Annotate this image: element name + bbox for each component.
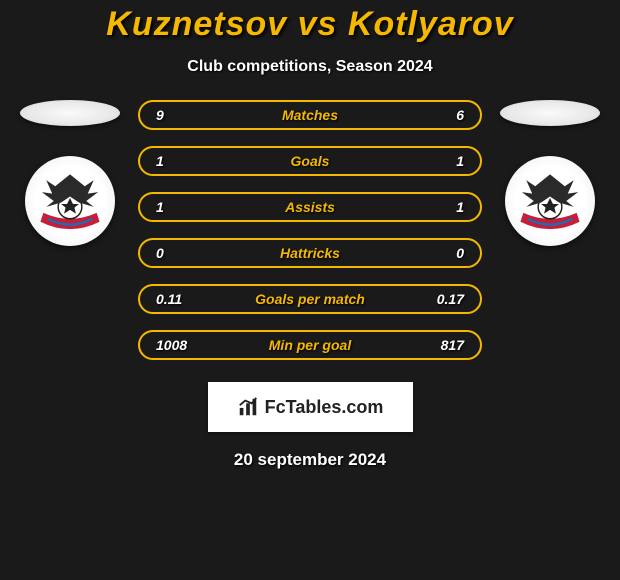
stat-left-value: 1 xyxy=(156,153,252,169)
chart-icon xyxy=(237,396,259,418)
main-row: 9 Matches 6 1 Goals 1 1 Assists 1 0 Hatt… xyxy=(0,100,620,376)
stat-row: 0 Hattricks 0 xyxy=(138,238,482,268)
stats-table: 9 Matches 6 1 Goals 1 1 Assists 1 0 Hatt… xyxy=(130,100,490,376)
crest-icon xyxy=(33,164,107,238)
stat-right-value: 1 xyxy=(368,199,464,215)
left-player-pill xyxy=(20,100,120,126)
stat-right-value: 0.17 xyxy=(368,291,464,307)
stat-right-value: 0 xyxy=(368,245,464,261)
left-player-column xyxy=(10,100,130,376)
stat-left-value: 0 xyxy=(156,245,252,261)
page-title: Kuznetsov vs Kotlyarov xyxy=(0,5,620,44)
stat-row: 1 Assists 1 xyxy=(138,192,482,222)
right-team-crest xyxy=(505,156,595,246)
stat-row: 1 Goals 1 xyxy=(138,146,482,176)
stat-left-value: 0.11 xyxy=(156,291,252,307)
stat-row: 9 Matches 6 xyxy=(138,100,482,130)
stat-label: Goals xyxy=(252,153,368,169)
subtitle: Club competitions, Season 2024 xyxy=(0,58,620,76)
stat-label: Assists xyxy=(252,199,368,215)
stat-right-value: 1 xyxy=(368,153,464,169)
left-team-crest xyxy=(25,156,115,246)
stat-label: Hattricks xyxy=(252,245,368,261)
stat-row: 0.11 Goals per match 0.17 xyxy=(138,284,482,314)
date-label: 20 september 2024 xyxy=(0,450,620,470)
brand-box[interactable]: FcTables.com xyxy=(208,382,413,432)
stat-label: Goals per match xyxy=(252,291,368,307)
crest-icon xyxy=(513,164,587,238)
stat-left-value: 9 xyxy=(156,107,252,123)
stat-row: 1008 Min per goal 817 xyxy=(138,330,482,360)
stat-left-value: 1008 xyxy=(156,337,252,353)
stat-right-value: 6 xyxy=(368,107,464,123)
stat-label: Matches xyxy=(252,107,368,123)
stat-right-value: 817 xyxy=(368,337,464,353)
stat-label: Min per goal xyxy=(252,337,368,353)
stat-left-value: 1 xyxy=(156,199,252,215)
brand-label: FcTables.com xyxy=(265,397,384,418)
comparison-card: Kuznetsov vs Kotlyarov Club competitions… xyxy=(0,0,620,580)
right-player-pill xyxy=(500,100,600,126)
right-player-column xyxy=(490,100,610,376)
